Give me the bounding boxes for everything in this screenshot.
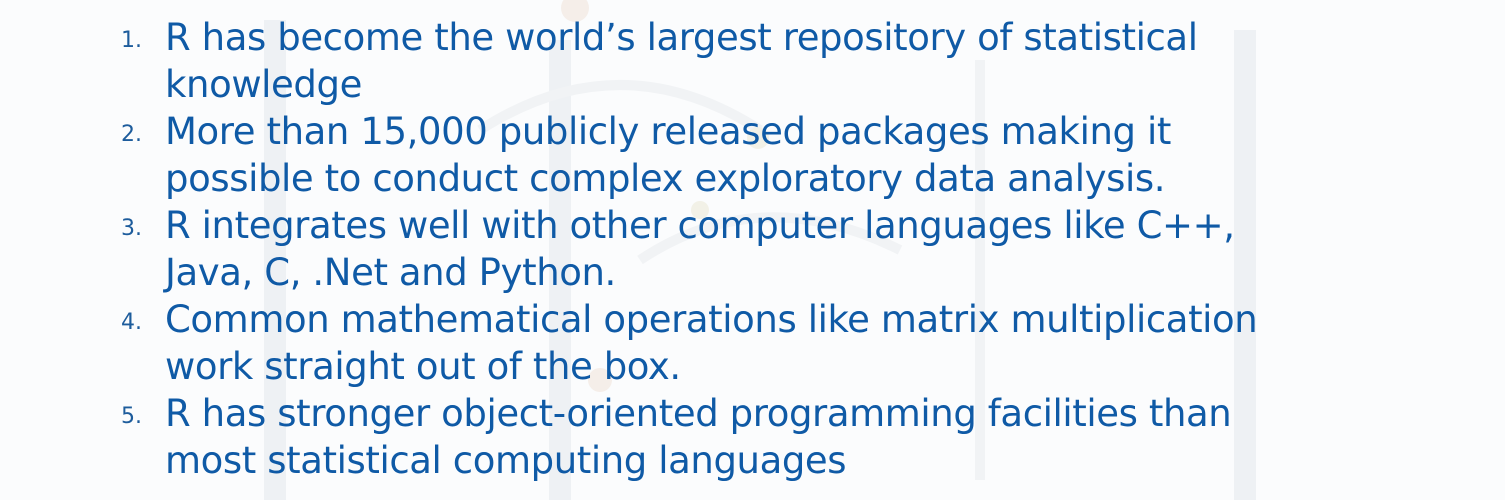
list-item-text: R integrates well with other computer la… <box>165 204 1235 247</box>
list-item-text: work straight out of the box. <box>165 345 681 388</box>
list-item-number: 2. <box>121 122 142 147</box>
list-item: 1. R has become the world’s largest repo… <box>0 14 1505 108</box>
list-item-text: possible to conduct complex exploratory … <box>165 157 1166 200</box>
list-item-text: R has become the world’s largest reposit… <box>165 16 1198 59</box>
list-item-text: More than 15,000 publicly released packa… <box>165 110 1171 153</box>
list-item: 4. Common mathematical operations like m… <box>0 296 1505 390</box>
feature-list: 1. R has become the world’s largest repo… <box>0 14 1505 484</box>
list-item: 5. R has stronger object-oriented progra… <box>0 390 1505 484</box>
list-item-text: Java, C, .Net and Python. <box>165 251 616 294</box>
list-item-text: knowledge <box>165 63 362 106</box>
list-item-number: 5. <box>121 404 142 429</box>
list-item-text: most statistical computing languages <box>165 439 847 482</box>
list-item-number: 3. <box>121 216 142 241</box>
list-item-text: R has stronger object-oriented programmi… <box>165 392 1232 435</box>
list-item-number: 1. <box>121 28 142 53</box>
list-item: 3. R integrates well with other computer… <box>0 202 1505 296</box>
list-item-text: Common mathematical operations like matr… <box>165 298 1258 341</box>
list-item-number: 4. <box>121 310 142 335</box>
list-item: 2. More than 15,000 publicly released pa… <box>0 108 1505 202</box>
